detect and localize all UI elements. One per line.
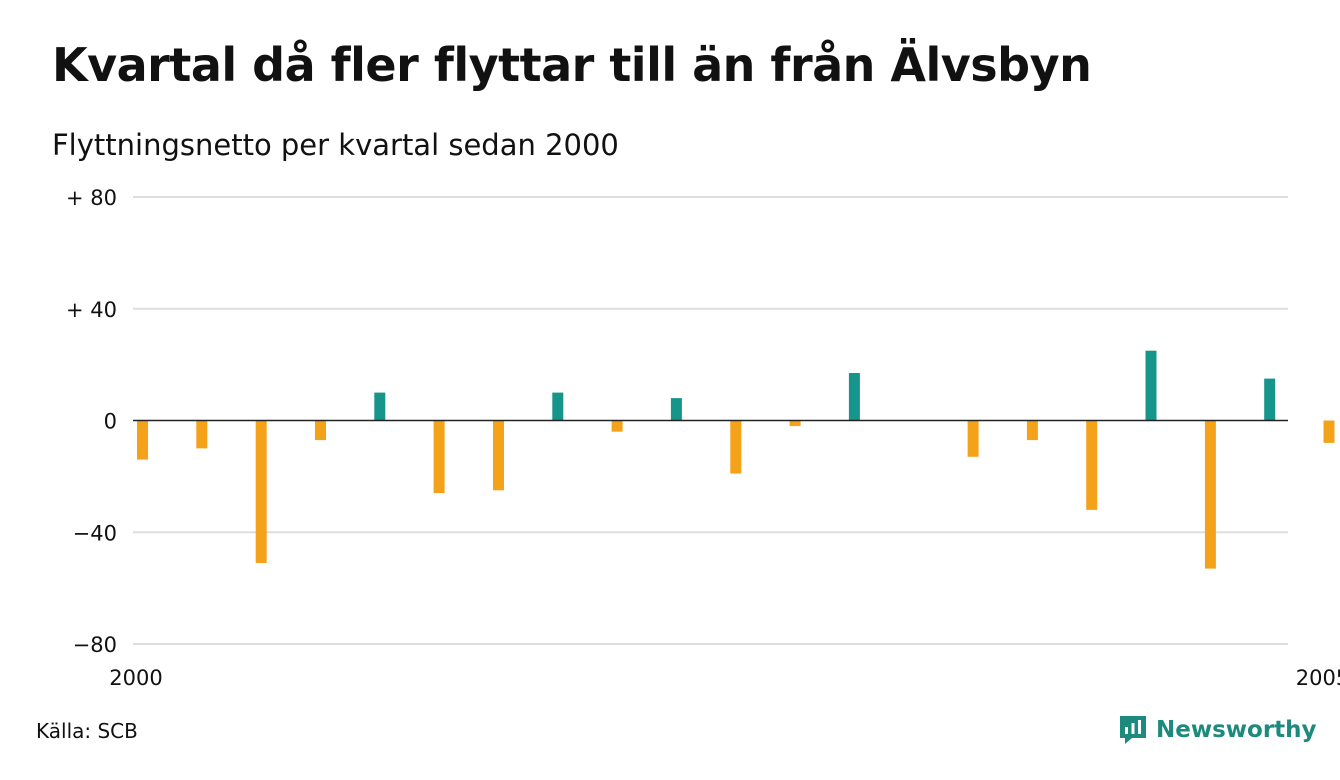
chart-title: Kvartal då fler flyttar till än från Älv… bbox=[52, 38, 1092, 92]
source-label: Källa: SCB bbox=[36, 719, 138, 743]
bar-2001-q4 bbox=[552, 392, 564, 421]
gridlines bbox=[133, 196, 1288, 645]
bar-2002-q1 bbox=[611, 420, 623, 432]
newsworthy-logo[interactable]: Newsworthy bbox=[1118, 714, 1317, 746]
y-tick-label: −80 bbox=[73, 633, 117, 657]
bar-2000-q2 bbox=[196, 420, 208, 449]
y-tick-label: −40 bbox=[73, 521, 117, 545]
newsworthy-logo-icon bbox=[1120, 716, 1146, 744]
bar-2002-q4 bbox=[789, 420, 801, 427]
bar-2002-q2 bbox=[670, 398, 682, 421]
bar-2004-q3 bbox=[1204, 420, 1216, 569]
bar-2001-q2 bbox=[433, 420, 445, 494]
y-tick-label: 0 bbox=[104, 410, 117, 434]
brand-name: Newsworthy bbox=[1156, 717, 1317, 743]
x-tick-label: 2000 bbox=[109, 666, 162, 690]
bar-2003-q3 bbox=[967, 420, 979, 457]
bar-2000-q1 bbox=[137, 420, 148, 460]
axis-labels: + 80+ 400−40−8020002005201020152020 bbox=[66, 186, 1340, 690]
bar-2001-q3 bbox=[493, 420, 504, 491]
bar-2004-q4 bbox=[1264, 378, 1276, 421]
bar-2004-q2 bbox=[1145, 350, 1157, 421]
bar-2005-q1 bbox=[1323, 420, 1335, 443]
bar-2001-q1 bbox=[374, 392, 386, 421]
chart-subtitle: Flyttningsnetto per kvartal sedan 2000 bbox=[52, 128, 619, 162]
bar-2004-q1 bbox=[1086, 420, 1098, 510]
bars bbox=[137, 350, 1335, 569]
bar-2003-q4 bbox=[1026, 420, 1038, 441]
bar-2000-q4 bbox=[315, 420, 326, 441]
bar-2000-q3 bbox=[255, 420, 267, 563]
bar-2003-q1 bbox=[848, 373, 860, 421]
y-tick-label: + 80 bbox=[66, 186, 117, 210]
y-tick-label: + 40 bbox=[66, 298, 117, 322]
bar-2002-q3 bbox=[730, 420, 742, 474]
x-tick-label: 2005 bbox=[1296, 666, 1340, 690]
